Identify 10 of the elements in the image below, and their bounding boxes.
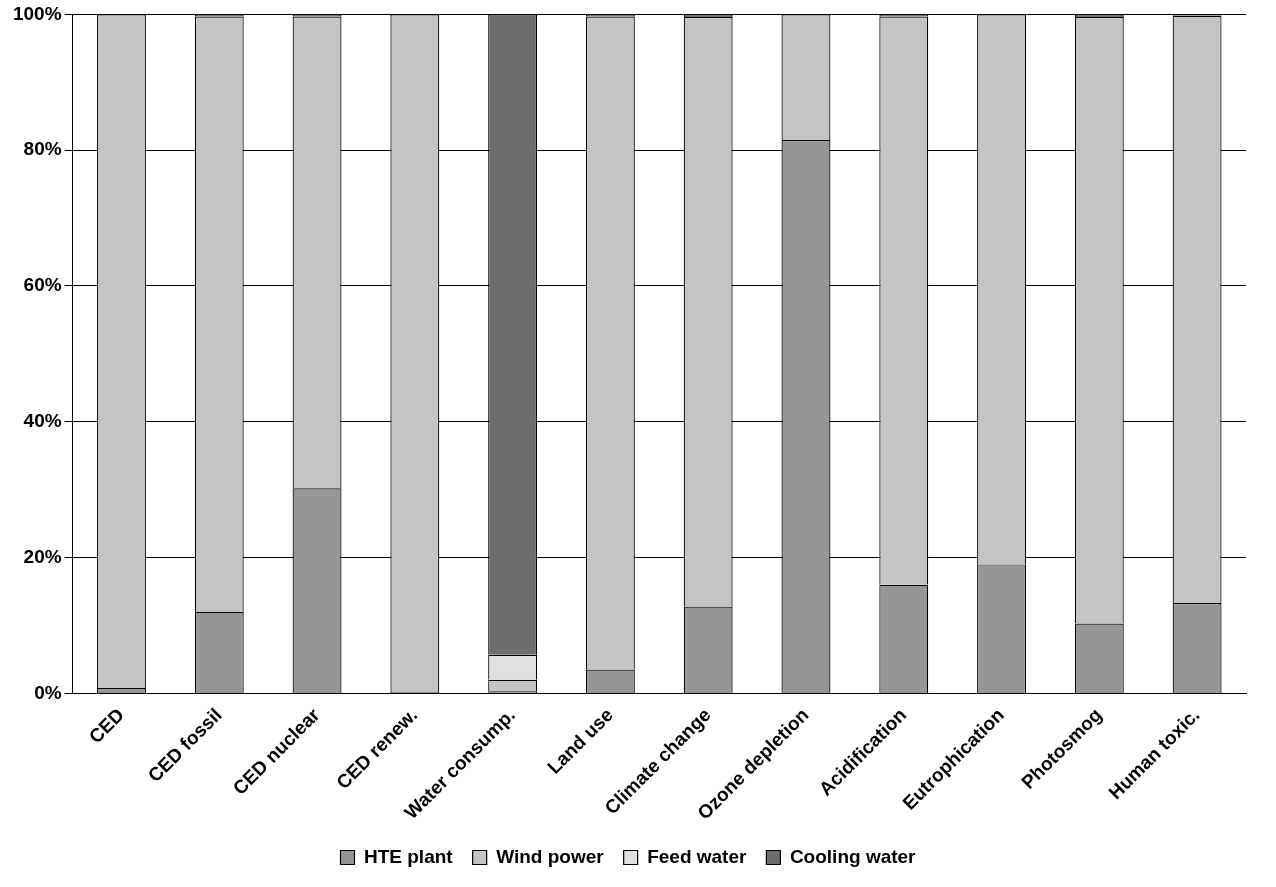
y-tick-label: 20% [23, 545, 62, 567]
y-tick-label: 40% [23, 410, 62, 432]
y-tick-label: 100% [12, 2, 62, 24]
y-tick-label: 60% [23, 274, 62, 296]
legend-label: Cooling water [789, 845, 917, 867]
legend-label: Feed water [647, 845, 747, 867]
y-tick-label: 0% [34, 681, 62, 703]
legend-label: Wind power [496, 845, 605, 867]
y-tick-label: 80% [23, 138, 62, 160]
legend-label: HTE plant [363, 845, 454, 867]
